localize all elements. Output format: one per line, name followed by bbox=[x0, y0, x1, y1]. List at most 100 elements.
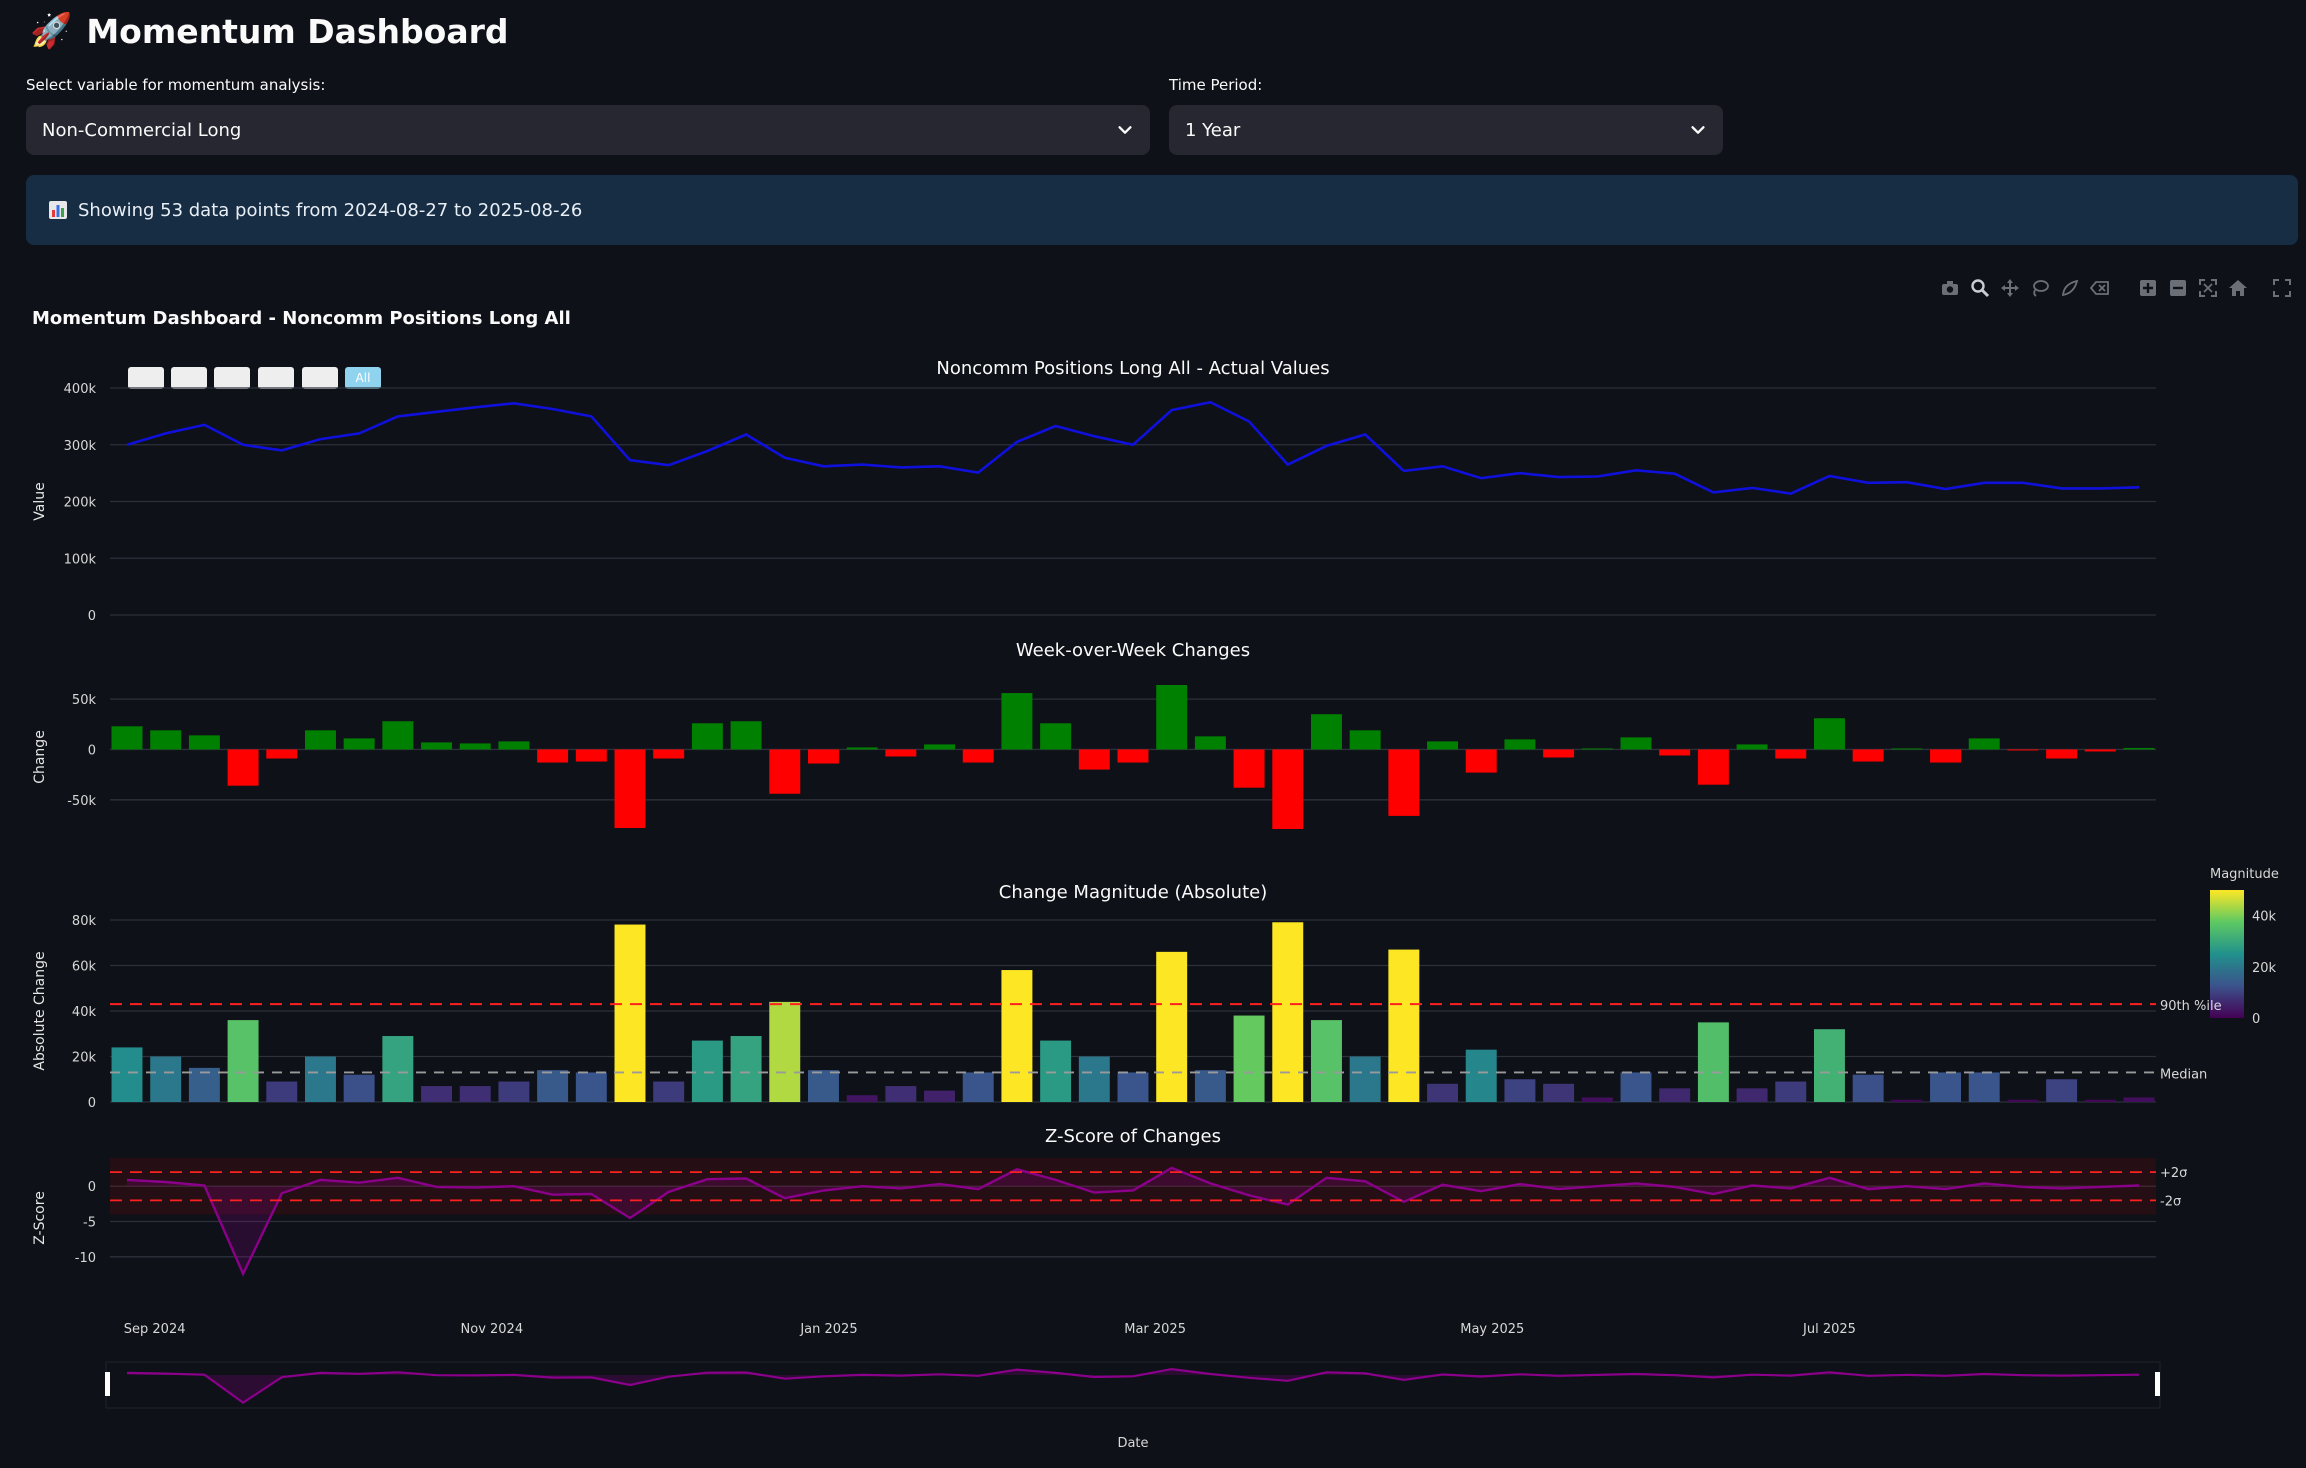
change-bar bbox=[1001, 693, 1033, 750]
magnitude-bar bbox=[150, 1056, 182, 1102]
magnitude-bar bbox=[1775, 1081, 1807, 1102]
magnitude-bar bbox=[1968, 1072, 2000, 1102]
change-bar bbox=[382, 721, 414, 750]
change-bar bbox=[1465, 749, 1497, 773]
range-button-all[interactable]: All bbox=[345, 367, 381, 389]
change-bar bbox=[769, 749, 801, 794]
change-bar bbox=[111, 726, 143, 750]
magnitude-bar bbox=[1040, 1040, 1072, 1102]
magnitude-bar bbox=[769, 1001, 801, 1102]
value-line bbox=[126, 400, 2140, 495]
zoom-icon[interactable] bbox=[1968, 276, 1992, 300]
reset-axes-icon[interactable] bbox=[2226, 276, 2250, 300]
period-select[interactable]: 1 Year bbox=[1169, 105, 1723, 155]
x-tick-label: Nov 2024 bbox=[461, 1322, 524, 1337]
magnitude-bar bbox=[575, 1072, 607, 1102]
period-select-label: Time Period: bbox=[1169, 76, 1263, 94]
lasso-icon[interactable] bbox=[2028, 276, 2052, 300]
magnitude-bar bbox=[1001, 970, 1033, 1102]
change-bar bbox=[962, 749, 994, 763]
magnitude-bar bbox=[1697, 1022, 1729, 1102]
magnitude-bar bbox=[885, 1086, 917, 1102]
y-tick-label: -50k bbox=[67, 794, 96, 809]
change-bar bbox=[1233, 749, 1265, 788]
y-tick-label: 100k bbox=[64, 552, 97, 567]
range-handle-right[interactable] bbox=[2155, 1372, 2160, 1396]
y-tick-label: 400k bbox=[64, 382, 97, 397]
magnitude-bar bbox=[227, 1020, 259, 1102]
zoom-out-icon[interactable] bbox=[2166, 276, 2190, 300]
zoom-in-icon[interactable] bbox=[2136, 276, 2160, 300]
colorbar-title: Magnitude bbox=[2210, 867, 2279, 882]
change-bar bbox=[1736, 744, 1768, 750]
change-bar bbox=[1117, 749, 1149, 763]
erase-icon[interactable] bbox=[2088, 276, 2112, 300]
y-axis-label: Value bbox=[32, 482, 48, 520]
change-bar bbox=[1388, 749, 1420, 816]
change-bar bbox=[1775, 749, 1807, 759]
variable-select[interactable]: Non-Commercial Long bbox=[26, 105, 1150, 155]
magnitude-bar bbox=[962, 1072, 994, 1102]
variable-select-value: Non-Commercial Long bbox=[42, 119, 242, 141]
camera-icon[interactable] bbox=[1938, 276, 1962, 300]
magnitude-bar bbox=[1543, 1083, 1575, 1102]
change-bar bbox=[1272, 749, 1304, 829]
range-slider-area bbox=[127, 1369, 2139, 1403]
subplot-title: Z-Score of Changes bbox=[1045, 1126, 1221, 1147]
median-label: Median bbox=[2160, 1067, 2207, 1082]
y-axis-label: Change bbox=[32, 730, 48, 784]
autoscale-icon[interactable] bbox=[2196, 276, 2220, 300]
change-bar bbox=[2046, 749, 2078, 759]
change-bar bbox=[1427, 741, 1459, 750]
magnitude-bar bbox=[614, 924, 646, 1102]
magnitude-bar bbox=[846, 1095, 878, 1102]
change-bar bbox=[1581, 748, 1613, 750]
select-icon[interactable] bbox=[2058, 276, 2082, 300]
magnitude-bar bbox=[1349, 1056, 1381, 1102]
range-button-5[interactable] bbox=[302, 367, 338, 389]
range-button-3[interactable] bbox=[214, 367, 250, 389]
magnitude-bar bbox=[266, 1081, 298, 1102]
magnitude-bar bbox=[1504, 1079, 1536, 1102]
range-button-4[interactable] bbox=[258, 367, 294, 389]
magnitude-bar bbox=[1852, 1074, 1884, 1102]
magnitude-bar bbox=[2046, 1079, 2078, 1102]
range-button-1[interactable] bbox=[128, 367, 164, 389]
magnitude-bar bbox=[1620, 1072, 1652, 1102]
range-button-2[interactable] bbox=[171, 367, 207, 389]
fullscreen-icon[interactable] bbox=[2270, 276, 2294, 300]
rocket-icon: 🚀 bbox=[30, 11, 73, 51]
chevron-down-icon bbox=[1118, 126, 1132, 134]
magnitude-bar bbox=[1930, 1072, 1962, 1102]
change-bar bbox=[1156, 685, 1188, 750]
x-tick-label: May 2025 bbox=[1460, 1322, 1524, 1337]
change-bar bbox=[807, 749, 839, 764]
colorbar-tick: 40k bbox=[2252, 910, 2277, 925]
change-bar bbox=[575, 749, 607, 762]
magnitude-bar bbox=[924, 1090, 956, 1102]
subplot-title: Noncomm Positions Long All - Actual Valu… bbox=[936, 358, 1329, 379]
y-tick-label: -5 bbox=[83, 1216, 96, 1231]
magnitude-bar bbox=[1117, 1072, 1149, 1102]
range-handle-left[interactable] bbox=[105, 1372, 110, 1396]
change-bar bbox=[924, 744, 956, 750]
x-tick-label: Jan 2025 bbox=[799, 1322, 857, 1337]
change-bar bbox=[1310, 714, 1342, 750]
colorbar-tick: 20k bbox=[2252, 961, 2277, 976]
x-tick-label: Sep 2024 bbox=[124, 1322, 186, 1337]
change-bar bbox=[1040, 723, 1072, 750]
x-tick-label: Mar 2025 bbox=[1124, 1322, 1186, 1337]
magnitude-bar bbox=[1659, 1088, 1691, 1102]
colorbar-tick: 0 bbox=[2252, 1012, 2260, 1027]
magnitude-bar bbox=[807, 1070, 839, 1102]
variable-select-label: Select variable for momentum analysis: bbox=[26, 76, 326, 94]
zscore-area bbox=[127, 1167, 2139, 1274]
change-bar bbox=[1813, 718, 1845, 750]
page-title: 🚀 Momentum Dashboard bbox=[30, 6, 509, 56]
magnitude-bar bbox=[421, 1086, 453, 1102]
change-bar bbox=[1543, 749, 1575, 758]
change-bar bbox=[537, 749, 569, 763]
y-axis-label: Z-Score bbox=[32, 1191, 48, 1245]
y-tick-label: 0 bbox=[88, 1180, 96, 1195]
pan-icon[interactable] bbox=[1998, 276, 2022, 300]
